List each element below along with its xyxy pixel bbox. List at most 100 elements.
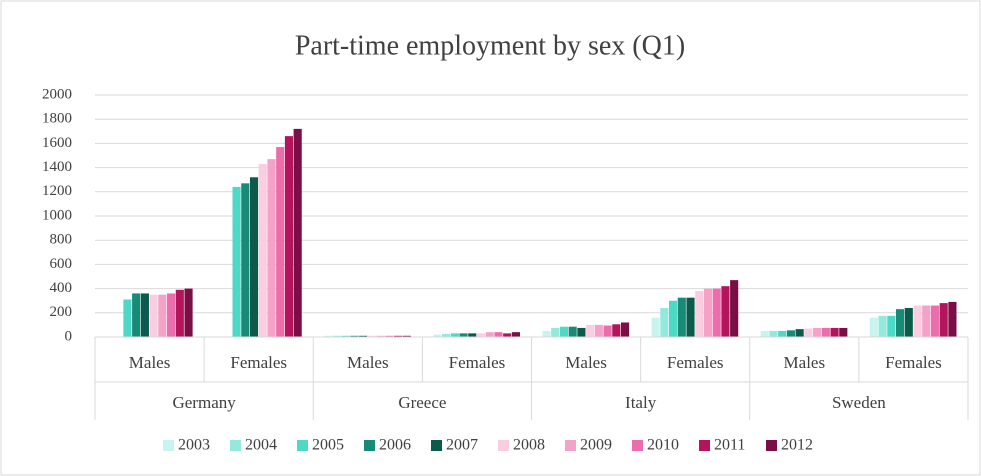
bar [324,335,333,337]
y-tick-label: 1600 [42,135,72,151]
bar [149,294,158,337]
x-tick-label: Males [565,353,607,372]
bar [341,335,350,337]
bar [385,335,394,337]
bar [433,334,442,337]
bar [577,327,586,337]
legend-label: 2003 [178,437,210,454]
bar [542,330,551,337]
group-label: Sweden [832,393,886,412]
bar [821,327,830,337]
group-label: Germany [172,393,236,412]
bar [620,322,630,337]
bar [839,327,848,337]
chart-title: Part-time employment by sex (Q1) [295,30,685,61]
bar [503,333,512,337]
bar [795,329,804,337]
legend-label: 2010 [647,437,679,454]
bar [293,128,302,337]
bar [332,335,342,337]
bar [913,305,922,337]
bar [394,335,403,337]
bar [712,288,721,337]
x-tick-label: Females [449,353,506,372]
legend-swatch [364,440,375,451]
bar [359,335,368,337]
bar [612,324,621,337]
bar [494,332,503,337]
legend-label: 2004 [245,437,277,454]
bar [241,183,250,337]
bar [568,326,577,337]
legend-label: 2007 [446,437,478,454]
bar [721,286,730,337]
bar [586,324,595,337]
bar [175,289,184,337]
legend-label: 2005 [312,437,344,454]
bar [878,315,887,337]
bar [450,333,459,337]
bar [258,163,267,337]
legend-swatch [297,440,308,451]
bar [559,326,569,337]
bar [869,317,878,337]
legend-swatch [766,440,777,451]
x-tick-label: Females [667,353,724,372]
bar [267,159,276,337]
bar [350,335,359,337]
y-tick-label: 800 [50,232,73,248]
bar [830,327,839,337]
x-tick-label: Males [784,353,826,372]
y-tick-label: 0 [65,328,73,344]
bar [922,305,931,337]
bar [695,291,704,337]
group-label: Italy [625,393,657,412]
legend-swatch [699,440,710,451]
bar [660,307,669,337]
bar [603,325,612,337]
x-tick-label: Males [347,353,389,372]
y-tick-label: 200 [50,304,73,320]
legend-label: 2012 [781,437,813,454]
bar [887,315,896,337]
y-tick-label: 1800 [42,111,72,127]
bar [367,335,376,337]
bar [249,177,259,337]
bar [123,299,132,337]
legend-swatch [498,440,509,451]
bar [551,327,560,337]
legend-swatch [431,440,442,451]
y-tick-label: 2000 [42,86,72,102]
bar [167,293,176,337]
bar [276,147,285,337]
bar [184,288,193,337]
bar [594,324,603,337]
group-label: Greece [398,393,446,412]
legend-label: 2011 [714,437,745,454]
bar [668,300,678,337]
bar [769,330,778,337]
bar [476,333,486,337]
bar [904,307,913,337]
bar [468,333,477,337]
bar [485,332,494,337]
x-tick-label: Females [885,353,942,372]
y-tick-label: 1400 [42,159,72,175]
bar [677,297,686,337]
y-tick-label: 1200 [42,183,72,199]
legend-label: 2009 [580,437,612,454]
bar [459,333,468,337]
bar [686,297,695,337]
x-tick-label: Males [129,353,171,372]
legend-label: 2008 [513,437,545,454]
bar [730,280,739,337]
bar [778,330,787,337]
legend-label: 2006 [379,437,411,454]
bar [939,303,948,337]
legend-swatch [230,440,241,451]
bar [760,330,769,337]
bar [402,335,411,337]
bar [804,328,813,337]
